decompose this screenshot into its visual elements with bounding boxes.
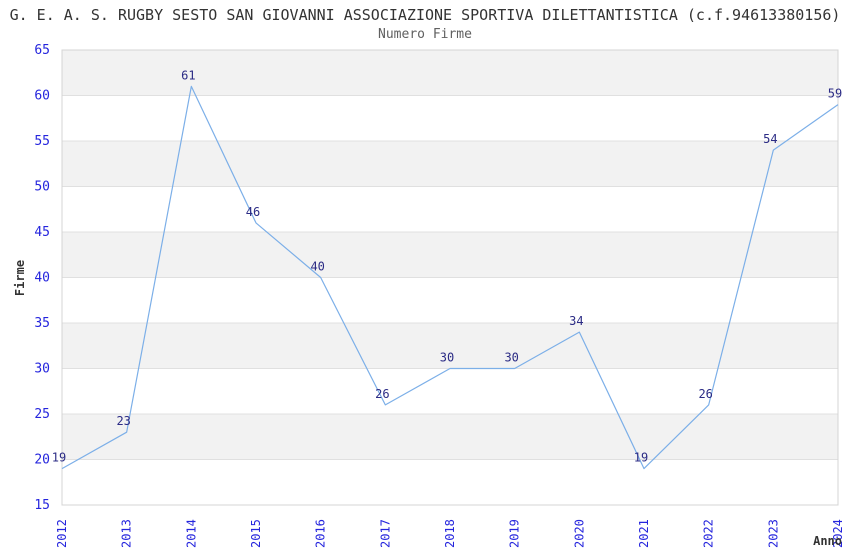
y-tick-label: 35: [34, 316, 50, 331]
y-tick-label: 55: [34, 134, 50, 149]
x-tick-label: 2019: [508, 519, 522, 548]
data-label: 26: [375, 387, 389, 401]
data-label: 34: [569, 314, 583, 328]
grid-band: [62, 141, 838, 187]
plot-border: [61, 49, 839, 506]
data-label: 26: [698, 387, 712, 401]
data-label: 54: [763, 132, 777, 146]
y-tick-label: 65: [34, 43, 50, 58]
grid-band: [62, 50, 838, 96]
x-tick-label: 2012: [55, 519, 69, 548]
data-label: 30: [440, 351, 454, 365]
grid-band: [62, 323, 838, 369]
data-label: 40: [310, 260, 324, 274]
x-tick-label: 2018: [443, 519, 457, 548]
y-tick-label: 50: [34, 180, 50, 195]
data-label: 19: [52, 451, 66, 465]
x-axis-title: Anno: [813, 534, 842, 548]
y-tick-label: 30: [34, 362, 50, 377]
x-tick-label: 2022: [702, 519, 716, 548]
data-label: 30: [504, 351, 518, 365]
x-tick-label: 2015: [249, 519, 263, 548]
x-tick-label: 2021: [637, 519, 651, 548]
x-tick-label: 2014: [184, 519, 198, 548]
x-tick-label: 2013: [120, 519, 134, 548]
y-tick-label: 45: [34, 225, 50, 240]
data-label: 59: [828, 87, 842, 101]
grid-band: [62, 232, 838, 278]
y-axis-title: Firme: [13, 260, 27, 296]
x-tick-label: 2020: [572, 519, 586, 548]
data-label: 19: [634, 451, 648, 465]
y-tick-label: 15: [34, 498, 50, 513]
y-tick-label: 25: [34, 407, 50, 422]
data-label: 61: [181, 68, 195, 82]
grid-band: [62, 414, 838, 460]
data-label: 46: [246, 205, 260, 219]
series-line: [61, 85, 839, 470]
y-tick-label: 40: [34, 271, 50, 286]
chart-subtitle: Numero Firme: [378, 27, 472, 42]
chart-title: G. E. A. S. RUGBY SESTO SAN GIOVANNI ASS…: [9, 6, 841, 24]
y-tick-label: 20: [34, 453, 50, 468]
x-tick-label: 2017: [378, 519, 392, 548]
x-tick-label: 2024: [831, 519, 845, 548]
x-tick-label: 2016: [314, 519, 328, 548]
data-label: 23: [116, 414, 130, 428]
y-tick-label: 60: [34, 89, 50, 104]
x-tick-label: 2023: [766, 519, 780, 548]
